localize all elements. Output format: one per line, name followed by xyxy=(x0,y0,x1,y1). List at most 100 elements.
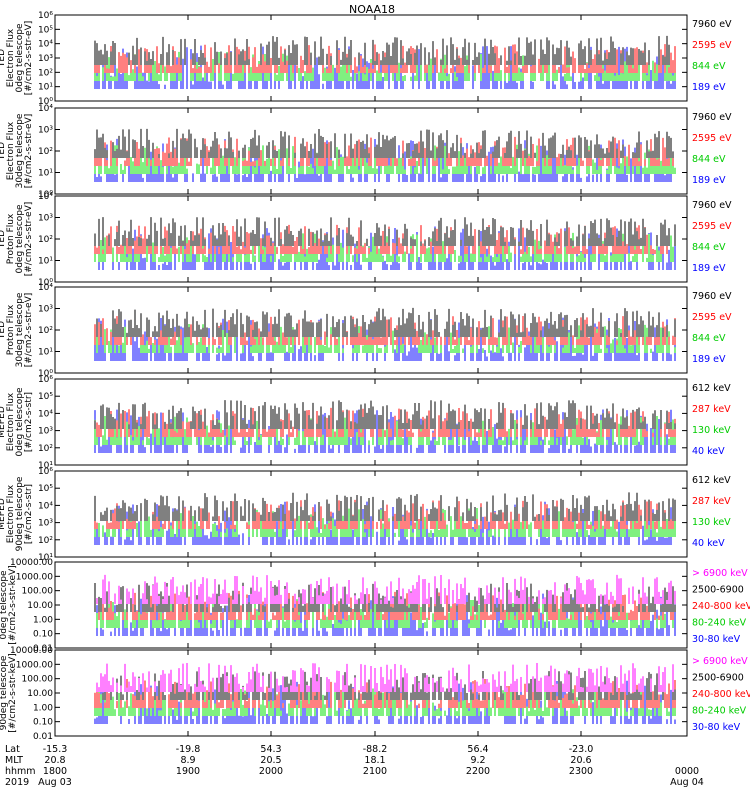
x-tick-label: -19.8 xyxy=(176,744,201,755)
flux-trace xyxy=(96,574,676,604)
y-tick-label: 10³ xyxy=(38,126,53,136)
legend-entry: 612 keV xyxy=(692,383,731,394)
legend-entry: 189 eV xyxy=(692,82,726,93)
x-tick-label: Aug 04 xyxy=(670,777,704,788)
legend-entry: 2500-6900 xyxy=(692,673,744,684)
y-tick-label: 10¹ xyxy=(38,83,53,93)
y-axis-label-line: 30deg telescope xyxy=(15,292,25,367)
legend-entry: 2500-6900 xyxy=(692,585,744,596)
x-tick-label: 20.5 xyxy=(260,755,281,766)
y-axis-label-line: 0deg telescope xyxy=(15,23,25,93)
y-axis-label-line: [#/cm2-s-str-eV] xyxy=(24,293,34,368)
legend-entry: 2595 eV xyxy=(692,133,732,144)
x-tick-label: 2200 xyxy=(466,766,490,777)
y-tick-label: 10¹ xyxy=(38,169,53,179)
x-axis-row-label: hhmm xyxy=(5,766,36,777)
y-axis-label-line: 30deg telescope xyxy=(15,113,25,188)
y-axis-label-line: Electron Flux xyxy=(6,392,16,451)
flux-trace xyxy=(96,592,676,636)
y-tick-label: 1000.00 xyxy=(16,572,53,582)
y-axis-label-line: [#/cm2-s-str-keV] xyxy=(8,565,18,644)
y-tick-label: 10¹ xyxy=(38,348,53,358)
legend-entry: 2595 eV xyxy=(692,221,732,232)
x-tick-label: 8.9 xyxy=(180,755,195,766)
y-axis-label-line: 0deg telescope xyxy=(15,387,25,457)
y-tick-label: 10⁰ xyxy=(38,190,53,200)
legend-entry: 189 eV xyxy=(692,354,726,365)
y-tick-label: 10² xyxy=(38,326,53,336)
y-axis-label-line: [#/cm2-s-str] xyxy=(24,484,34,544)
y-tick-label: 10⁵ xyxy=(38,25,53,35)
flux-trace xyxy=(94,499,674,529)
y-tick-label: 10¹ xyxy=(38,553,53,563)
y-tick-label: 10⁵ xyxy=(38,392,53,402)
flux-trace xyxy=(94,400,676,429)
y-axis-label-line: 90deg telescope xyxy=(0,655,9,730)
legend-entry: 2595 eV xyxy=(692,312,732,323)
y-axis-label-line: [#/cm2-s-str-eV] xyxy=(24,202,34,277)
flux-trace xyxy=(96,307,676,337)
y-tick-label: 10⁵ xyxy=(38,484,53,494)
x-tick-label: 0000 xyxy=(675,766,699,777)
x-tick-label: 9.2 xyxy=(470,755,485,766)
flux-trace xyxy=(94,678,676,708)
panel-frame xyxy=(54,14,688,102)
flux-trace xyxy=(94,136,674,166)
y-axis-label-line: Electron Flux xyxy=(6,484,16,543)
flux-panel-2: 10⁰ 10¹ 10² 10³ 10⁴ TED Electron Flux 30deg tel… xyxy=(0,104,732,200)
legend-entry: 40 keV xyxy=(692,446,725,457)
x-tick-label: -23.0 xyxy=(569,744,594,755)
y-tick-label: 10⁶ xyxy=(38,11,53,21)
y-tick-label: 10⁴ xyxy=(38,192,53,202)
x-tick-label: -88.2 xyxy=(363,744,388,755)
y-axis-label-line: TED xyxy=(0,321,7,340)
legend-entry: 844 eV xyxy=(692,61,726,72)
y-axis-label-line: 0deg telescope xyxy=(0,570,9,640)
x-tick-label: -15.3 xyxy=(43,744,68,755)
legend-entry: 612 keV xyxy=(692,475,731,486)
flux-trace xyxy=(96,324,676,353)
y-tick-label: 10.00 xyxy=(27,601,53,611)
legend-entry: 7960 eV xyxy=(692,291,732,302)
y-tick-label: 10⁴ xyxy=(38,283,53,293)
y-axis-label-line: Proton Flux xyxy=(6,213,16,264)
flux-panel-3: 10⁰ 10¹ 10² 10³ 10⁴ TED Proton Flux 0deg telesc… xyxy=(0,192,732,288)
x-tick-label: 20.8 xyxy=(44,755,65,766)
legend-entry: 844 eV xyxy=(692,242,726,253)
y-tick-label: 10² xyxy=(38,235,53,245)
y-axis-label-line: TED xyxy=(0,49,7,68)
flux-trace xyxy=(94,217,676,246)
legend-entry: 40 keV xyxy=(692,538,725,549)
y-axis-label-line: MEPED xyxy=(0,406,7,438)
legend-entry: 189 eV xyxy=(692,263,726,274)
flux-trace xyxy=(94,686,676,716)
y-tick-label: 10000.00 xyxy=(10,558,53,568)
y-axis-label-line: Proton Flux xyxy=(6,304,16,355)
legend-entry: 844 eV xyxy=(692,154,726,165)
y-tick-label: 1000.00 xyxy=(16,660,53,670)
y-tick-label: 10⁴ xyxy=(38,40,53,50)
flux-trace xyxy=(94,232,674,262)
legend-entry: 2595 eV xyxy=(692,40,732,51)
y-axis-label-line: Electron Flux xyxy=(6,121,16,180)
legend-entry: > 6900 keV xyxy=(692,656,748,667)
y-tick-label: 10⁰ xyxy=(38,278,53,288)
x-tick-label: Aug 03 xyxy=(38,777,72,788)
legend-entry: 844 eV xyxy=(692,333,726,344)
panel-frame xyxy=(54,378,688,466)
y-tick-label: 10⁰ xyxy=(38,97,53,107)
y-tick-label: 10³ xyxy=(38,54,53,64)
legend-entry: 7960 eV xyxy=(692,200,732,211)
legend-entry: 30-80 keV xyxy=(692,722,741,733)
flux-panel-4: 10⁰ 10¹ 10² 10³ 10⁴ TED Proton Flux 30deg teles… xyxy=(0,283,732,379)
x-tick-label: 2000 xyxy=(259,766,283,777)
flux-trace xyxy=(94,35,670,65)
y-tick-label: 10000.00 xyxy=(10,646,53,656)
x-axis-row-label: MLT xyxy=(5,755,23,766)
y-axis-label-line: 90deg telescope xyxy=(15,476,25,551)
legend-entry: 30-80 keV xyxy=(692,634,741,645)
y-axis-label-line: MEPED xyxy=(0,498,7,530)
